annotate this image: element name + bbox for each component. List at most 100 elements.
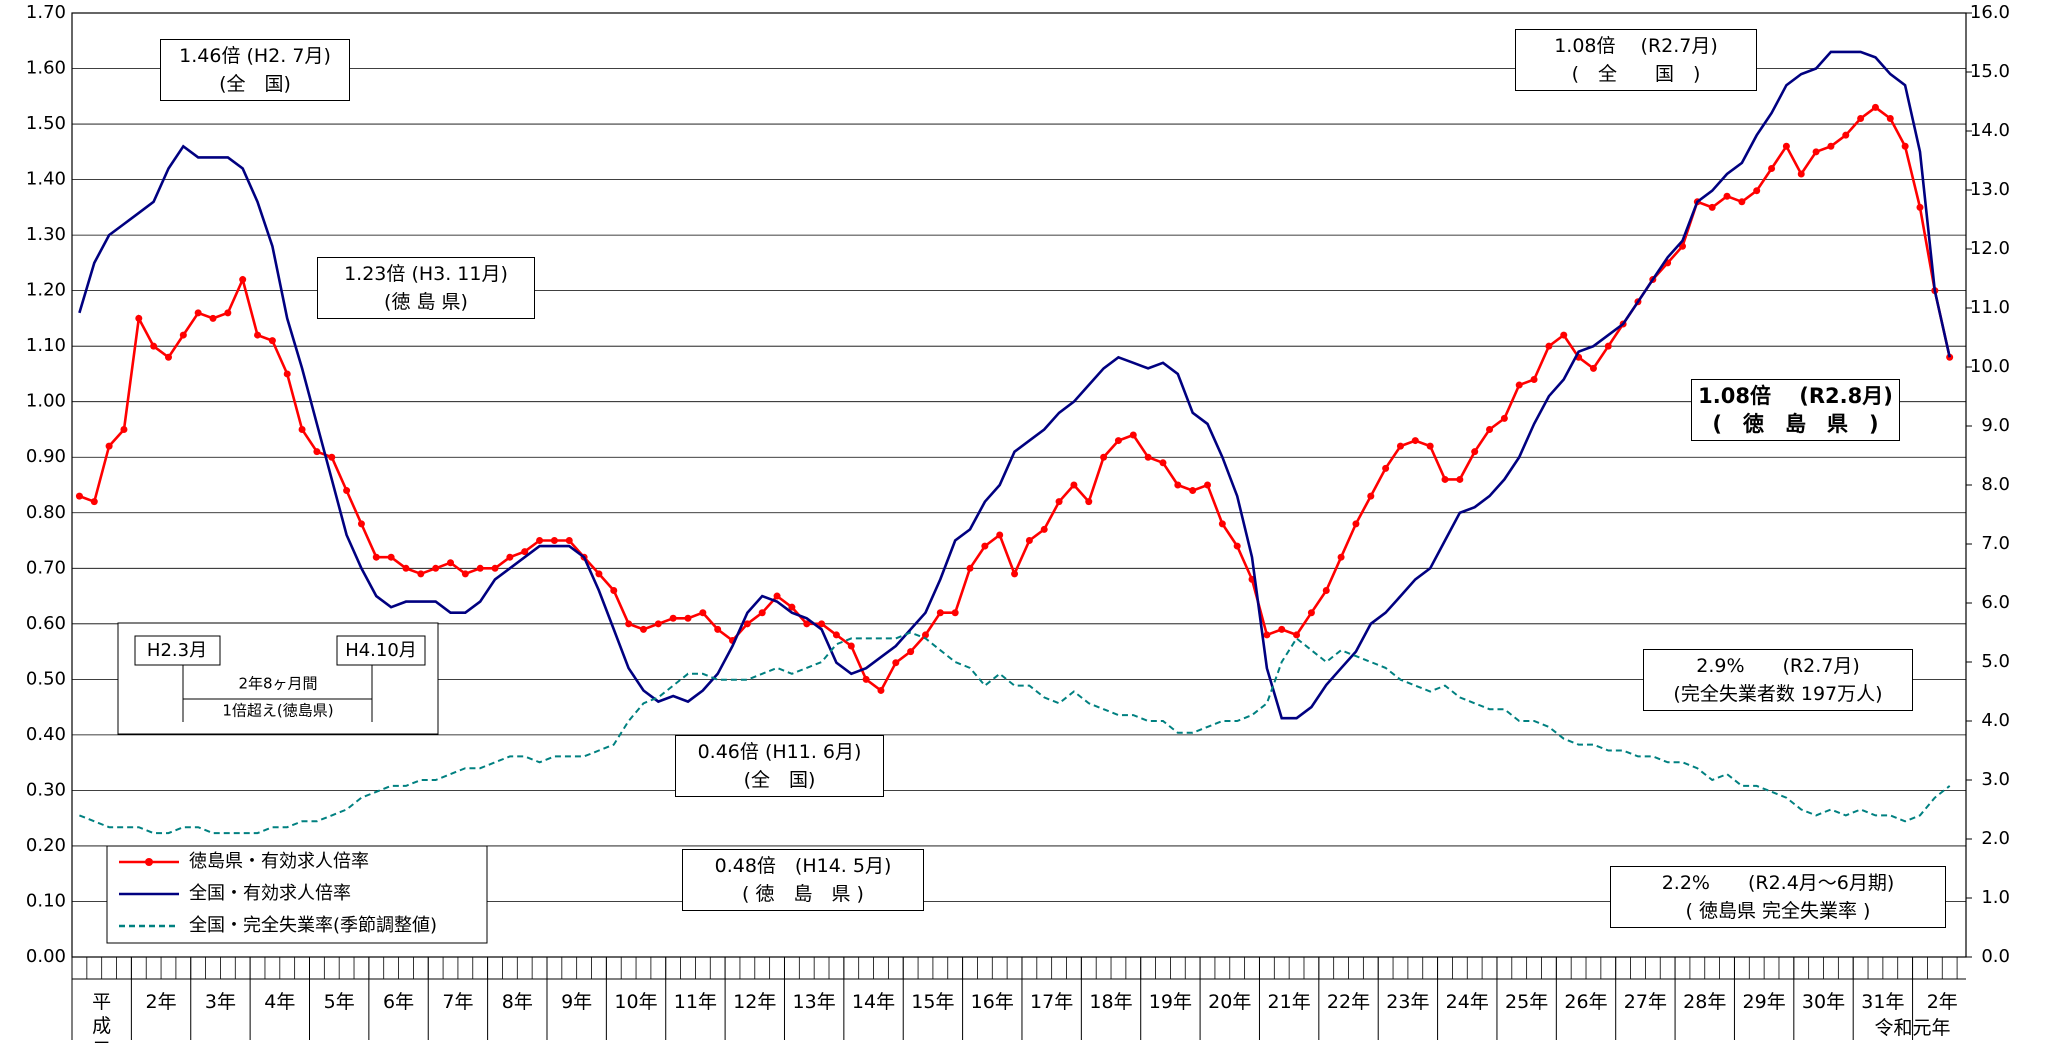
point [343, 487, 351, 495]
annotation-line: 0.46倍 (H11. 6月) [697, 741, 862, 763]
annotation-line: 1.46倍 (H2. 7月) [179, 45, 331, 67]
series-line [78, 105, 1951, 693]
point [1842, 131, 1850, 139]
y2-tick-label: 8.0 [1981, 474, 2010, 495]
y2-tick-label: 13.0 [1970, 179, 2010, 200]
point [164, 353, 172, 361]
x-tick-label: 4年 [264, 991, 296, 1013]
annotation-box: 1.08倍 (R2.7月) ( 全 国 ) [1515, 29, 1757, 91]
point [1189, 487, 1197, 495]
point [714, 625, 722, 633]
point [1411, 437, 1419, 445]
point [1560, 331, 1568, 339]
y2-tick-label: 7.0 [1981, 533, 2010, 554]
x-tick-label: 20年 [1208, 991, 1252, 1013]
y-tick-label: 0.00 [26, 946, 66, 967]
annotation-box: 0.46倍 (H11. 6月) (全 国) [675, 735, 884, 797]
point [1857, 115, 1865, 123]
x-tick-label: 16年 [970, 991, 1014, 1013]
point [1263, 631, 1271, 639]
point [1545, 342, 1553, 350]
y2-tick-label: 9.0 [1981, 415, 2010, 436]
point [1352, 520, 1360, 528]
point [1085, 498, 1093, 506]
annotation-box: 1.08倍 (R2.8月) ( 徳 島 県 ) [1691, 379, 1900, 441]
y-tick-label: 1.00 [26, 391, 66, 412]
point [788, 603, 796, 611]
point [224, 309, 232, 317]
point [1871, 103, 1879, 111]
point [75, 492, 83, 500]
point [996, 531, 1004, 539]
y-tick-label: 0.60 [26, 613, 66, 634]
y-tick-label: 1.50 [26, 113, 66, 134]
legend-label: 全国・有効求人倍率 [189, 883, 351, 904]
annotation-line: 2.9% (R2.7月) [1696, 655, 1860, 677]
point [1293, 631, 1301, 639]
annotation-line: ( 徳 島 県 ) [1712, 412, 1879, 436]
point [432, 564, 440, 572]
series-line [79, 631, 1951, 835]
x-tick-label: 17年 [1030, 991, 1074, 1013]
y2-tick-label: 1.0 [1981, 887, 2010, 908]
annotation-line: ( 全 国 ) [1571, 63, 1701, 85]
x-tick-label: 平成元年 [92, 991, 112, 1043]
period-start: H2.3月 [147, 640, 207, 661]
x-tick-label: 27年 [1623, 991, 1667, 1013]
x-tick-label: 7年 [442, 991, 474, 1013]
point [936, 609, 944, 617]
point [283, 370, 291, 378]
point [1604, 342, 1612, 350]
y-tick-label: 1.70 [26, 2, 66, 23]
annotation-line: ( 徳島県 完全失業率 ) [1685, 900, 1871, 922]
y-tick-label: 0.70 [26, 557, 66, 578]
point [1322, 587, 1330, 595]
annotation-line: 1.23倍 (H3. 11月) [344, 263, 508, 285]
point [1218, 520, 1226, 528]
point [1886, 115, 1894, 123]
x-tick-label: 18年 [1089, 991, 1133, 1013]
point [1827, 142, 1835, 150]
point [1396, 442, 1404, 450]
point [565, 537, 573, 545]
annotation-line: (完全失業者数 197万人) [1673, 683, 1883, 705]
y2-tick-label: 11.0 [1970, 297, 2010, 318]
x-tick-label: 22年 [1326, 991, 1371, 1013]
point [550, 537, 558, 545]
point [1307, 609, 1315, 617]
point [179, 331, 187, 339]
point [1011, 570, 1019, 578]
x-tick-label: 23年 [1386, 991, 1430, 1013]
annotation-line: 2.2% (R2.4月～6月期) [1661, 872, 1895, 894]
x-tick-label: 8年 [501, 991, 533, 1013]
point [1337, 553, 1345, 561]
y-tick-label: 0.50 [26, 668, 66, 689]
x-tick-label: 14年 [851, 991, 896, 1013]
point [1025, 537, 1033, 545]
point [506, 553, 514, 561]
point [1471, 448, 1479, 456]
point [758, 609, 766, 617]
y-tick-label: 1.20 [26, 280, 66, 301]
legend-label: 徳島県・有効求人倍率 [189, 851, 369, 872]
x-tick-label: 10年 [614, 991, 658, 1013]
legend-label: 全国・完全失業率(季節調整値) [189, 915, 437, 936]
annotation-box: 2.9% (R2.7月) (完全失業者数 197万人) [1643, 649, 1913, 711]
point [1100, 453, 1108, 461]
y2-tick-label: 10.0 [1970, 356, 2010, 377]
point [387, 553, 395, 561]
y-tick-label: 1.40 [26, 169, 66, 190]
period-end: H4.10月 [345, 640, 417, 661]
x-tick-label: 31年 [1861, 991, 1905, 1013]
x-tick-label: 3年 [204, 991, 236, 1013]
point [209, 314, 217, 322]
period-start-box [134, 635, 221, 666]
point [610, 587, 618, 595]
y-tick-label: 1.10 [26, 335, 66, 356]
point [595, 570, 603, 578]
y2-tick-label: 4.0 [1981, 710, 2010, 731]
x-tick-label: 29年 [1742, 991, 1786, 1013]
point [1233, 542, 1241, 550]
x-tick-label: 2年 [1926, 991, 1958, 1013]
